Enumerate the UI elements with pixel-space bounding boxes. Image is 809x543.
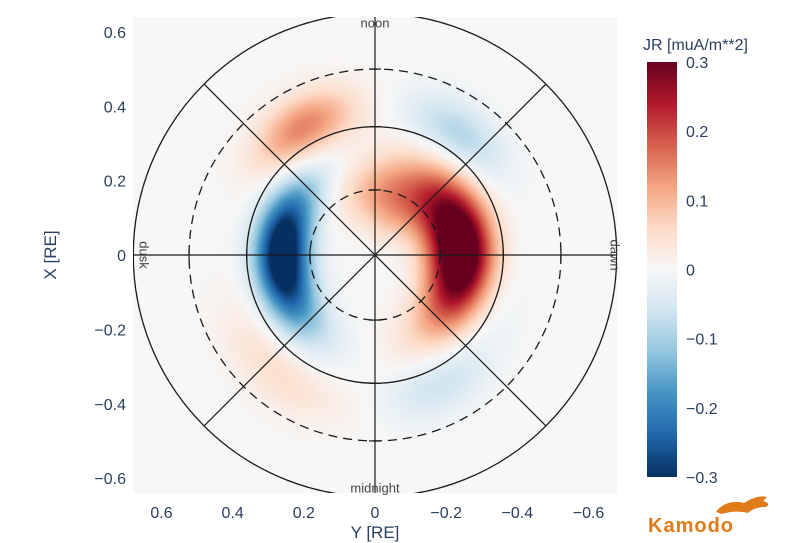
x-tick-label: −0.2 (430, 505, 462, 522)
y-tick-label: 0.6 (104, 25, 126, 42)
noon-label: noon (361, 15, 390, 30)
x-tick-label: 0.2 (293, 505, 315, 522)
kamodo-logo: Kamodo (648, 496, 769, 537)
y-tick-label: 0 (117, 248, 126, 265)
x-axis-title: Y [RE] (351, 523, 400, 542)
logo-text: Kamodo (648, 515, 734, 537)
y-tick-label: 0.4 (104, 99, 126, 116)
dusk-label: dusk (136, 241, 151, 269)
colorbar-tick-label: −0.1 (686, 332, 718, 349)
grid-spoke-135 (203, 83, 547, 427)
colorbar-tick-label: −0.2 (686, 401, 718, 418)
colorbar-tick-label: 0.1 (686, 193, 708, 210)
colorbar-title: JR [muA/m**2] (643, 37, 748, 54)
x-axis-ticks: 0.6 0.4 0.2 0 −0.2 −0.4 −0.6 (150, 505, 604, 522)
colorbar-bar (647, 62, 677, 477)
y-axis-title: X [RE] (41, 230, 60, 279)
colorbar-tick-label: 0.2 (686, 124, 708, 141)
x-tick-label: 0 (371, 505, 380, 522)
colorbar-ticks: 0.3 0.2 0.1 0 −0.1 −0.2 −0.3 (686, 55, 718, 487)
polar-grid-overlay (133, 17, 617, 493)
logo-animal-icon (716, 496, 769, 514)
dawn-label: dawn (608, 239, 623, 270)
x-tick-label: −0.4 (502, 505, 534, 522)
y-tick-label: −0.4 (94, 397, 126, 414)
midnight-label: midnight (350, 481, 400, 496)
x-tick-label: 0.6 (150, 505, 172, 522)
colorbar-tick-label: −0.3 (686, 470, 718, 487)
colorbar-tick-label: 0.3 (686, 55, 708, 72)
x-tick-label: 0.4 (222, 505, 244, 522)
y-axis-ticks: 0.6 0.4 0.2 0 −0.2 −0.4 −0.6 (94, 25, 126, 488)
y-tick-label: −0.6 (94, 471, 126, 488)
colorbar: 0.3 0.2 0.1 0 −0.1 −0.2 −0.3 JR [muA/m**2] (643, 37, 748, 487)
x-tick-label: −0.6 (573, 505, 605, 522)
colorbar-tick-label: 0 (686, 263, 695, 280)
y-tick-label: 0.2 (104, 174, 126, 191)
direction-labels: noon midnight dusk dawn (136, 15, 622, 495)
y-tick-label: −0.2 (94, 322, 126, 339)
